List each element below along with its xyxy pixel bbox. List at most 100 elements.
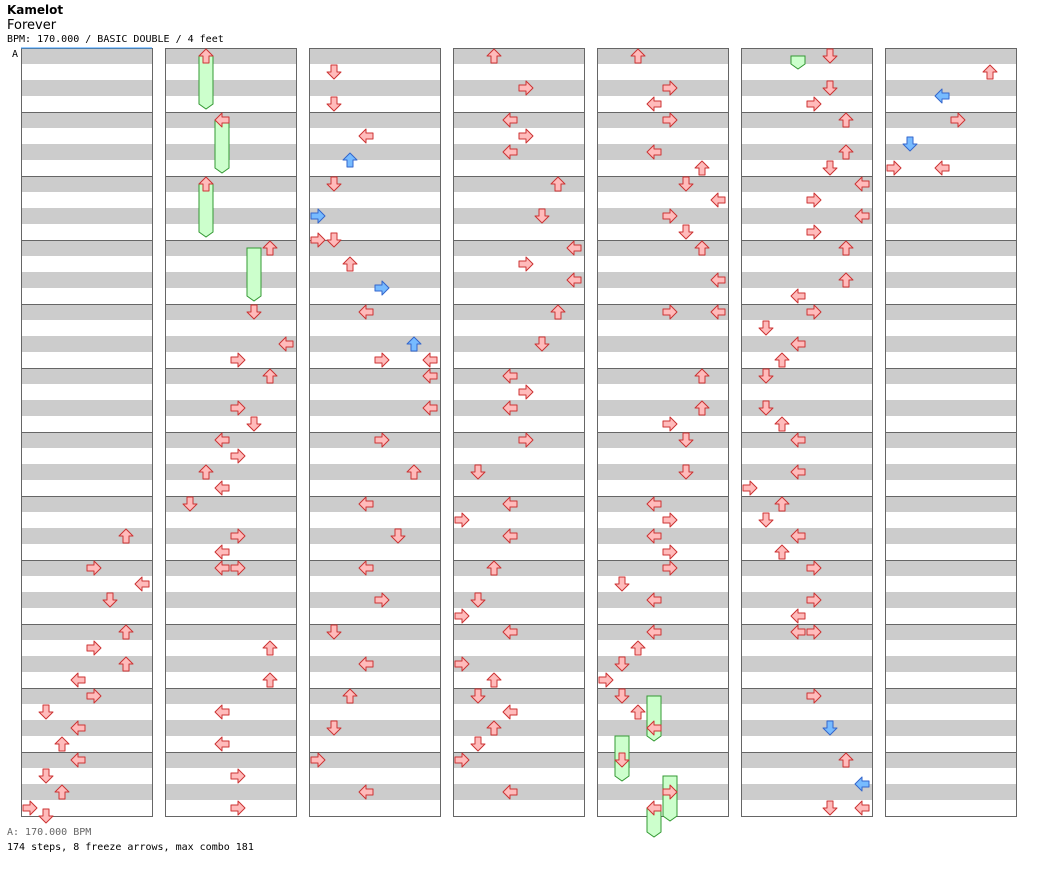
beat-stripe (21, 288, 152, 304)
beat-stripe (597, 336, 728, 352)
footer-bpm: A: 170.000 BPM (7, 827, 92, 838)
beat-stripe (885, 256, 1016, 272)
beat-stripe (741, 480, 872, 496)
beat-stripe (309, 752, 440, 768)
beat-stripe (165, 784, 296, 800)
beat-stripe (309, 640, 440, 656)
beat-stripe (885, 432, 1016, 448)
beat-stripe (165, 576, 296, 592)
beat-stripe (741, 576, 872, 592)
beat-stripe (597, 528, 728, 544)
beat-stripe (309, 128, 440, 144)
beat-stripe (885, 128, 1016, 144)
beat-stripe (885, 736, 1016, 752)
beat-stripe (885, 96, 1016, 112)
beat-stripe (885, 272, 1016, 288)
beat-stripe (165, 224, 296, 240)
beat-stripe (309, 496, 440, 512)
beat-stripe (453, 480, 584, 496)
beat-stripe (21, 80, 152, 96)
beat-stripe (309, 528, 440, 544)
beat-stripe (165, 128, 296, 144)
beat-stripe (597, 640, 728, 656)
beat-stripe (885, 304, 1016, 320)
beat-stripe (453, 656, 584, 672)
beat-stripe (885, 496, 1016, 512)
beat-stripe (165, 256, 296, 272)
beat-stripe (165, 496, 296, 512)
beat-stripe (597, 240, 728, 256)
beat-stripe (597, 592, 728, 608)
beat-stripe (597, 704, 728, 720)
beat-stripe (741, 432, 872, 448)
beat-stripe (21, 624, 152, 640)
beat-stripe (21, 112, 152, 128)
beat-stripe (597, 480, 728, 496)
beat-stripe (21, 464, 152, 480)
freeze-arrow (198, 55, 214, 110)
beat-stripe (597, 576, 728, 592)
beat-stripe (453, 400, 584, 416)
chart-column (453, 48, 585, 817)
beat-stripe (741, 80, 872, 96)
beat-stripe (597, 688, 728, 704)
beat-stripe (309, 720, 440, 736)
beat-stripe (165, 416, 296, 432)
beat-stripe (885, 80, 1016, 96)
beat-stripe (453, 224, 584, 240)
beat-stripe (453, 672, 584, 688)
beat-stripe (21, 352, 152, 368)
chart-column (21, 48, 153, 817)
beat-stripe (165, 624, 296, 640)
beat-stripe (597, 448, 728, 464)
beat-stripe (885, 224, 1016, 240)
beat-stripe (21, 576, 152, 592)
beat-stripe (165, 592, 296, 608)
freeze-arrow (790, 55, 806, 70)
beat-stripe (741, 784, 872, 800)
beat-stripe (597, 128, 728, 144)
beat-stripe (741, 288, 872, 304)
beat-stripe (885, 528, 1016, 544)
beat-stripe (309, 480, 440, 496)
beat-stripe (741, 512, 872, 528)
beat-stripe (453, 416, 584, 432)
beat-stripe (21, 672, 152, 688)
beat-stripe (309, 624, 440, 640)
beat-stripe (741, 272, 872, 288)
beat-stripe (741, 720, 872, 736)
beat-stripe (21, 224, 152, 240)
beat-stripe (597, 272, 728, 288)
beat-stripe (309, 464, 440, 480)
beat-stripe (309, 656, 440, 672)
beat-stripe (309, 560, 440, 576)
beat-stripe (885, 704, 1016, 720)
beat-stripe (885, 480, 1016, 496)
beat-stripe (741, 320, 872, 336)
beat-stripe (597, 48, 728, 64)
beat-stripe (453, 560, 584, 576)
beat-stripe (21, 768, 152, 784)
beat-stripe (165, 672, 296, 688)
beat-stripe (885, 288, 1016, 304)
beat-stripe (741, 496, 872, 512)
beat-stripe (741, 48, 872, 64)
chart-column (165, 48, 297, 817)
beat-stripe (453, 448, 584, 464)
chart-footer: A: 170.000 BPM 174 steps, 8 freeze arrow… (7, 825, 254, 855)
beat-stripe (597, 720, 728, 736)
beat-stripe (21, 176, 152, 192)
beat-stripe (453, 720, 584, 736)
beat-stripe (165, 208, 296, 224)
beat-stripe (885, 720, 1016, 736)
beat-stripe (453, 592, 584, 608)
beat-stripe (165, 48, 296, 64)
freeze-arrow (214, 119, 230, 174)
beat-stripe (309, 288, 440, 304)
beat-stripe (741, 672, 872, 688)
beat-stripe (21, 528, 152, 544)
beat-stripe (885, 192, 1016, 208)
beat-stripe (21, 592, 152, 608)
beat-stripe (741, 176, 872, 192)
beat-stripe (309, 448, 440, 464)
